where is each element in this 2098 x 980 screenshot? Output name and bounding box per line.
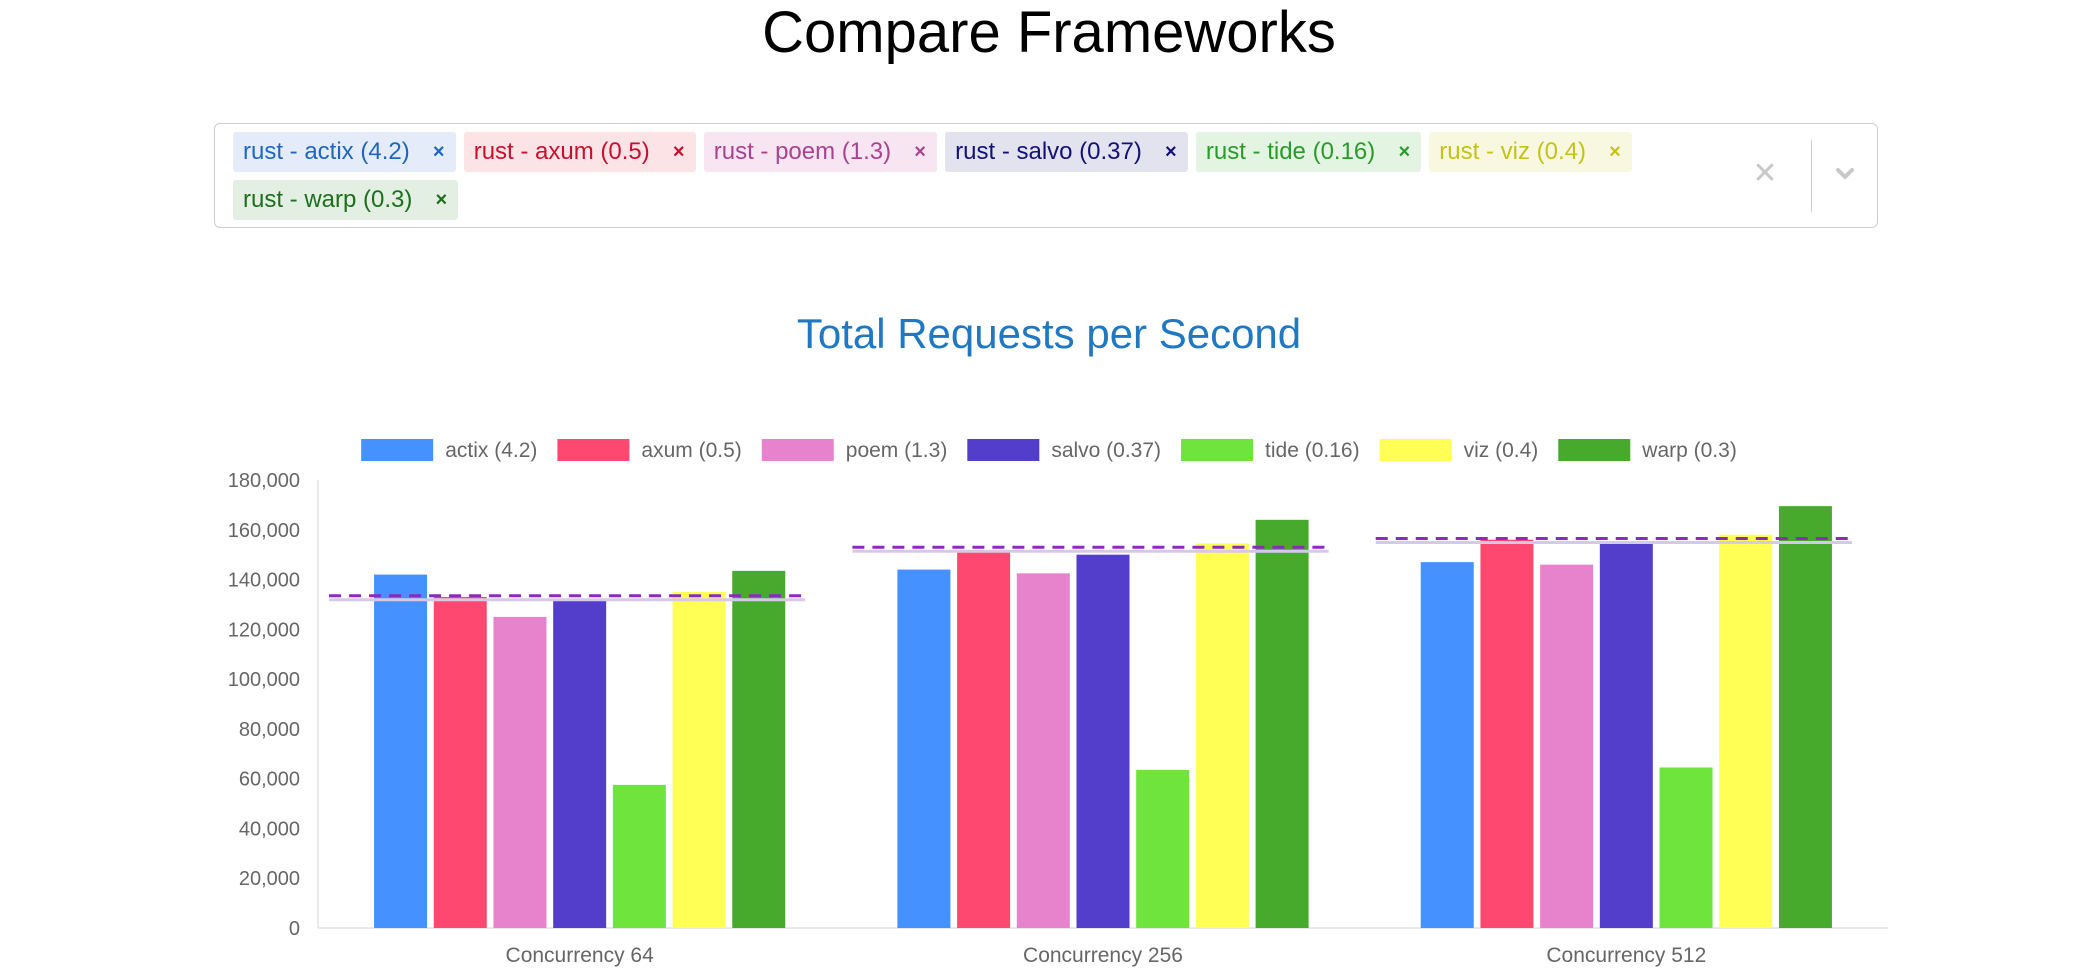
y-tick-label: 140,000 xyxy=(228,570,300,592)
selected-tag-label: rust - axum (0.5) xyxy=(473,138,650,165)
bar-actix xyxy=(374,574,428,928)
bar-tide xyxy=(612,784,666,928)
y-tick-label: 80,000 xyxy=(239,719,300,741)
y-tick-label: 120,000 xyxy=(228,619,300,641)
bar-warp xyxy=(1778,506,1832,928)
remove-tag-icon[interactable]: × xyxy=(914,140,926,163)
bar-actix xyxy=(897,569,951,928)
bar-actix xyxy=(1420,562,1474,928)
remove-tag-icon[interactable]: × xyxy=(435,188,448,211)
bar-poem xyxy=(1016,573,1070,928)
selected-tag: rust - salvo (0.37) × xyxy=(945,132,1188,172)
framework-multi-select[interactable]: rust - actix (4.2) × rust - axum (0.5) × rus… xyxy=(214,123,1878,228)
bar-axum xyxy=(433,596,487,928)
legend-label: tide (0.16) xyxy=(1265,439,1360,462)
legend-swatch xyxy=(361,439,434,461)
remove-tag-icon[interactable]: × xyxy=(1609,140,1621,163)
chevron-down-icon-glyph xyxy=(1836,168,1854,179)
legend-label: axum (0.5) xyxy=(641,439,741,462)
bar-salvo xyxy=(1076,554,1130,928)
bar-viz xyxy=(1195,543,1249,928)
legend-swatch xyxy=(1379,439,1452,461)
x-tick-label: Concurrency 64 xyxy=(506,944,655,967)
bar-viz xyxy=(672,592,726,928)
chevron-down-icon[interactable] xyxy=(1825,154,1865,194)
selected-tag: rust - viz (0.4) × xyxy=(1429,132,1632,172)
select-divider xyxy=(1811,140,1812,212)
selected-tag-label: rust - viz (0.4) xyxy=(1439,138,1586,165)
x-tick-label: Concurrency 256 xyxy=(1023,944,1183,967)
legend-label: viz (0.4) xyxy=(1464,439,1539,462)
selected-tag-label: rust - poem (1.3) xyxy=(713,138,892,165)
selected-tags: rust - actix (4.2) × rust - axum (0.5) × rus… xyxy=(233,132,1763,228)
y-tick-label: 40,000 xyxy=(239,818,300,840)
legend-swatch xyxy=(1558,439,1631,461)
selected-tag-label: rust - actix (4.2) xyxy=(243,138,410,165)
bar-salvo xyxy=(1599,542,1653,928)
selected-tag-label: rust - salvo (0.37) xyxy=(955,138,1142,165)
legend-label: actix (4.2) xyxy=(445,439,537,462)
selected-tag: rust - actix (4.2) × xyxy=(233,132,456,172)
legend-label: poem (1.3) xyxy=(846,439,948,462)
remove-tag-icon[interactable]: × xyxy=(1398,140,1411,163)
legend-label: warp (0.3) xyxy=(1641,439,1737,462)
bar-poem xyxy=(1540,564,1594,928)
legend-swatch xyxy=(761,439,834,461)
bar-poem xyxy=(493,616,547,928)
selected-tag: rust - warp (0.3) × xyxy=(233,180,459,220)
page-title: Compare Frameworks xyxy=(762,0,1336,65)
remove-tag-icon[interactable]: × xyxy=(672,140,685,163)
bar-axum xyxy=(1480,539,1534,928)
selected-tag-label: rust - tide (0.16) xyxy=(1205,138,1376,165)
y-tick-label: 20,000 xyxy=(239,868,300,890)
selected-tag-label: rust - warp (0.3) xyxy=(243,186,413,213)
remove-tag-icon[interactable]: × xyxy=(1165,140,1177,163)
chart-title: Total Requests per Second xyxy=(796,310,1302,357)
bar-warp xyxy=(732,570,786,928)
x-tick-label: Concurrency 512 xyxy=(1546,944,1706,967)
y-tick-label: 60,000 xyxy=(239,769,300,791)
bar-viz xyxy=(1719,534,1773,928)
bar-tide xyxy=(1136,769,1190,928)
selected-tag: rust - axum (0.5) × xyxy=(463,132,696,172)
selected-tag: rust - tide (0.16) × xyxy=(1195,132,1422,172)
y-tick-label: 0 xyxy=(289,918,300,940)
selected-tag: rust - poem (1.3) × xyxy=(703,132,938,172)
legend-label: salvo (0.37) xyxy=(1051,439,1161,462)
bar-warp xyxy=(1255,519,1309,928)
y-tick-label: 160,000 xyxy=(228,520,300,542)
legend-swatch xyxy=(557,439,630,461)
clear-all-icon[interactable]: ✕ xyxy=(1752,157,1778,190)
bar-axum xyxy=(957,552,1011,928)
legend-swatch xyxy=(967,439,1040,461)
legend-swatch xyxy=(1181,439,1254,461)
y-tick-label: 100,000 xyxy=(228,669,300,691)
remove-tag-icon[interactable]: × xyxy=(432,140,445,163)
bar-tide xyxy=(1659,767,1713,928)
y-tick-label: 180,000 xyxy=(228,470,300,492)
bar-salvo xyxy=(553,599,607,928)
